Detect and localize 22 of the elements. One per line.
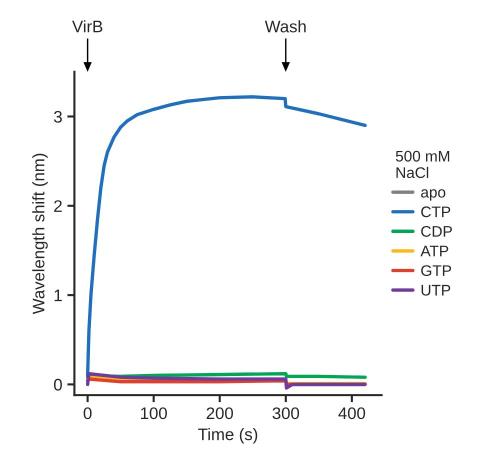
x-axis-title: Time (s) — [198, 428, 258, 444]
x-tick-label: 100 — [141, 407, 167, 420]
legend-label: UTP — [422, 284, 450, 296]
legend-label: CDP — [421, 226, 452, 237]
legend-label: ATP — [420, 246, 448, 256]
legend-label: CTP — [421, 206, 450, 218]
x-tick-label: 400 — [338, 407, 366, 420]
text: VirB — [72, 20, 102, 32]
line-series — [86, 95, 367, 378]
legend-label: apo — [421, 189, 446, 201]
line-series — [86, 372, 367, 390]
y-axis-title: Wavelength shift (nm) — [32, 154, 48, 314]
y-tick-label: 0 — [54, 378, 62, 391]
y-tick-label: 3 — [54, 110, 62, 123]
x-tick-label: 300 — [272, 407, 300, 420]
legend-title: 500 mM NaCl — [396, 150, 450, 178]
x-tick-label: 200 — [206, 407, 233, 420]
x-tick-label: 0 — [84, 407, 92, 420]
legend-label: GTP — [421, 265, 452, 276]
text: Wash — [264, 20, 306, 32]
y-tick-label: 1 — [54, 290, 62, 302]
y-tick-label: 2 — [54, 200, 62, 212]
